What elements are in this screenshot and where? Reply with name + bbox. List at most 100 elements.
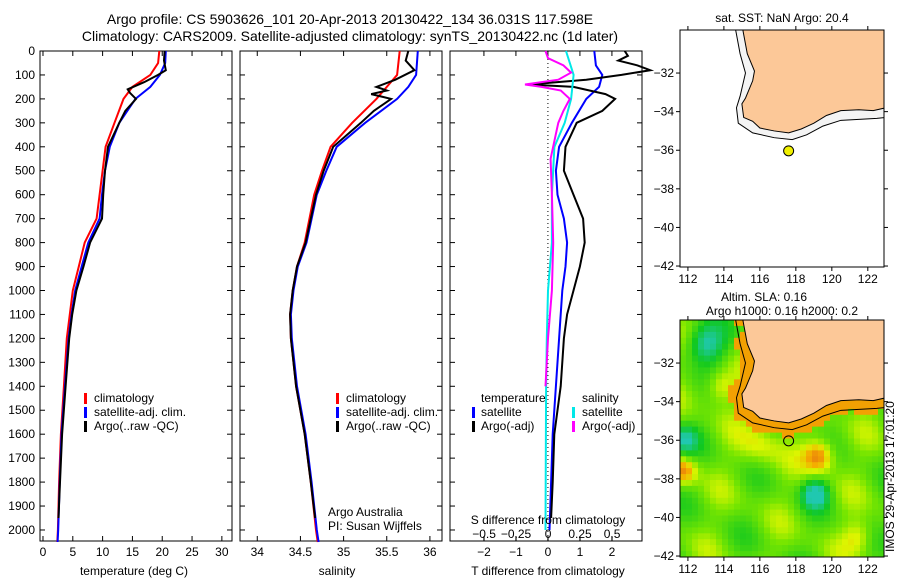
sla-cell	[680, 373, 687, 380]
legend-sat-label-1: satellite-adj. clim.	[94, 405, 186, 419]
sla-cell	[866, 408, 873, 416]
sla-cell	[848, 480, 855, 487]
legend-swatch	[336, 421, 339, 432]
sla-cell	[866, 450, 873, 457]
legend-s-sat-label: satellite	[582, 405, 623, 419]
sla-cell	[680, 480, 687, 487]
sla-cell	[878, 408, 884, 416]
sla-cell	[824, 521, 831, 528]
sla-cell	[728, 462, 735, 469]
sla-cell	[686, 462, 693, 469]
sla-cell	[848, 408, 855, 416]
sla-cell	[758, 545, 765, 552]
sla-cell	[794, 521, 801, 528]
sla-cell	[878, 533, 884, 540]
sla-cell	[758, 503, 765, 511]
sla-cell	[770, 545, 777, 552]
sla-cell	[836, 456, 843, 463]
sla-cell	[854, 551, 861, 557]
sla-cell	[764, 462, 771, 469]
sla-cell	[848, 485, 855, 493]
sla-cell	[860, 402, 867, 410]
lon-tick-label: 116	[750, 272, 769, 286]
sla-cell	[794, 468, 801, 475]
sla-cell	[716, 385, 723, 392]
sla-cell	[818, 480, 825, 487]
sla-cell	[764, 420, 771, 428]
sla-cell	[740, 456, 747, 463]
legend-swatch	[84, 407, 87, 418]
sla-cell	[842, 426, 849, 434]
sla-cell	[866, 485, 873, 493]
sla-cell	[830, 539, 837, 546]
legend-s-argo-label: Argo(-adj)	[582, 419, 635, 433]
sla-cell	[680, 450, 687, 457]
sla-cell	[812, 438, 819, 445]
sla-cell	[680, 420, 687, 428]
sla-cell	[698, 320, 705, 327]
sla-cell	[722, 485, 729, 493]
sla-cell	[728, 420, 735, 428]
sla-cell	[752, 515, 759, 522]
sla-cell	[830, 527, 837, 534]
sla-cell	[734, 491, 741, 499]
sla-cell	[764, 545, 771, 552]
sla-cell	[878, 521, 884, 528]
sla-cell	[854, 509, 861, 517]
sla-cell	[728, 343, 735, 351]
sla-cell	[848, 497, 855, 505]
sla-cell	[698, 432, 705, 440]
sla-cell	[722, 361, 729, 368]
sla-cell	[830, 474, 837, 481]
y-tick-label: 2000	[8, 523, 35, 537]
sla-cell	[692, 545, 699, 552]
sla-cell	[710, 402, 717, 410]
sla-cell	[740, 379, 747, 386]
legend-sat-label-2: satellite-adj. clim.	[346, 405, 438, 419]
sla-cell	[740, 539, 747, 546]
sla-cell	[728, 468, 735, 475]
sla-cell	[782, 485, 789, 493]
sla-cell	[722, 343, 729, 351]
sla-cell	[704, 385, 711, 392]
sla-cell	[878, 450, 884, 457]
sla-cell	[848, 527, 855, 534]
legend-argo-label-1: Argo(..raw -QC)	[94, 419, 179, 433]
sla-cell	[734, 462, 741, 469]
lat-tick-label: −42	[654, 259, 675, 273]
sla-cell	[722, 450, 729, 457]
sla-cell	[680, 432, 687, 440]
sla-cell	[872, 509, 879, 517]
sla-cell	[764, 485, 771, 493]
lat-tick-label: −38	[654, 472, 675, 486]
sla-cell	[848, 456, 855, 463]
sla-cell	[698, 367, 705, 374]
sla-cell	[842, 503, 849, 511]
s-tick-label: −0.25	[501, 527, 532, 541]
sla-cell	[818, 491, 825, 499]
sla-cell	[842, 402, 849, 410]
sla-cell	[806, 414, 813, 422]
sla-cell	[782, 456, 789, 463]
sla-cell	[698, 343, 705, 351]
sla-cell	[776, 480, 783, 487]
sla-cell	[854, 444, 861, 451]
sla-cell	[830, 485, 837, 493]
sla-cell	[692, 456, 699, 463]
sla-cell	[746, 408, 753, 416]
sla-cell	[680, 491, 687, 499]
sla-cell	[722, 355, 729, 363]
sla-cell	[812, 521, 819, 528]
x-tick-label: 35	[337, 545, 351, 559]
sla-cell	[716, 373, 723, 380]
difference-profile-panel: −2 −1 0 1 2 −0.5 −0.25 0 0.25 0.5	[449, 50, 655, 559]
lat-tick-label: −36	[654, 143, 675, 157]
sla-cell	[734, 539, 741, 546]
sla-cell	[692, 337, 699, 345]
sla-cell	[782, 444, 789, 451]
sla-cell	[878, 420, 884, 428]
sla-cell	[680, 545, 687, 552]
sla-cell	[692, 426, 699, 434]
sla-cell	[698, 450, 705, 457]
sla-cell	[824, 527, 831, 534]
